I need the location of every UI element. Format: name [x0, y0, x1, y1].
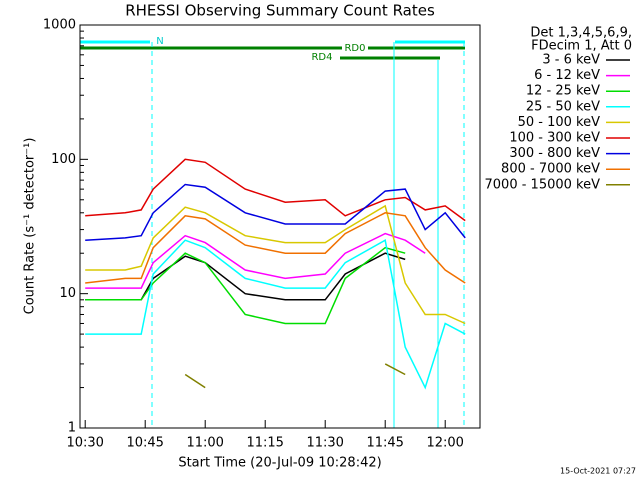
x-tick-label: 11:15: [246, 436, 283, 451]
chart-title: RHESSI Observing Summary Count Rates: [125, 2, 435, 20]
x-tick-label: 11:45: [366, 436, 403, 451]
x-axis-label: Start Time (20-Jul-09 10:28:42): [178, 456, 381, 471]
series-line: [85, 246, 406, 325]
series-line: [85, 232, 426, 289]
legend-header: Det 1,3,4,5,6,9,: [530, 26, 632, 41]
legend-label: 12 - 25 keV: [526, 84, 600, 99]
legend-label: 300 - 800 keV: [509, 146, 600, 161]
series-line: [184, 363, 406, 389]
y-axis-label: Count Rate (s⁻¹ detector⁻¹): [23, 138, 38, 315]
series-line: [85, 212, 466, 284]
series-line: [85, 204, 466, 325]
series-line: [85, 158, 466, 222]
annotation: RD0: [344, 43, 365, 54]
y-tick-label: 1000: [43, 18, 76, 33]
axes-frame: [79, 24, 481, 429]
legend-label: 50 - 100 keV: [518, 115, 601, 130]
annotation: RD4: [311, 52, 332, 63]
y-tick-label: 10: [59, 286, 76, 301]
timestamp: 15-Oct-2021 07:27: [560, 467, 636, 476]
y-tick-label: 100: [51, 152, 76, 167]
x-tick-label: 10:45: [126, 436, 163, 451]
x-tick-label: 12:00: [426, 436, 463, 451]
annotation: N: [156, 36, 163, 47]
legend-label: 3 - 6 keV: [542, 53, 600, 68]
legend-label: 7000 - 15000 keV: [485, 177, 601, 192]
legend-label: 25 - 50 keV: [526, 99, 600, 114]
series-line: [85, 183, 466, 241]
series-line: [85, 239, 466, 390]
x-tick-label: 11:30: [306, 436, 343, 451]
x-tick-label: 11:00: [186, 436, 223, 451]
legend-label: 6 - 12 keV: [534, 68, 600, 83]
legend-header: FDecim 1, Att 0: [531, 39, 632, 54]
legend-label: 100 - 300 keV: [509, 131, 600, 146]
y-tick-label: 1: [68, 421, 76, 436]
x-tick-label: 10:30: [66, 436, 103, 451]
legend-label: 800 - 7000 keV: [501, 162, 600, 177]
plot-area: [85, 158, 466, 390]
